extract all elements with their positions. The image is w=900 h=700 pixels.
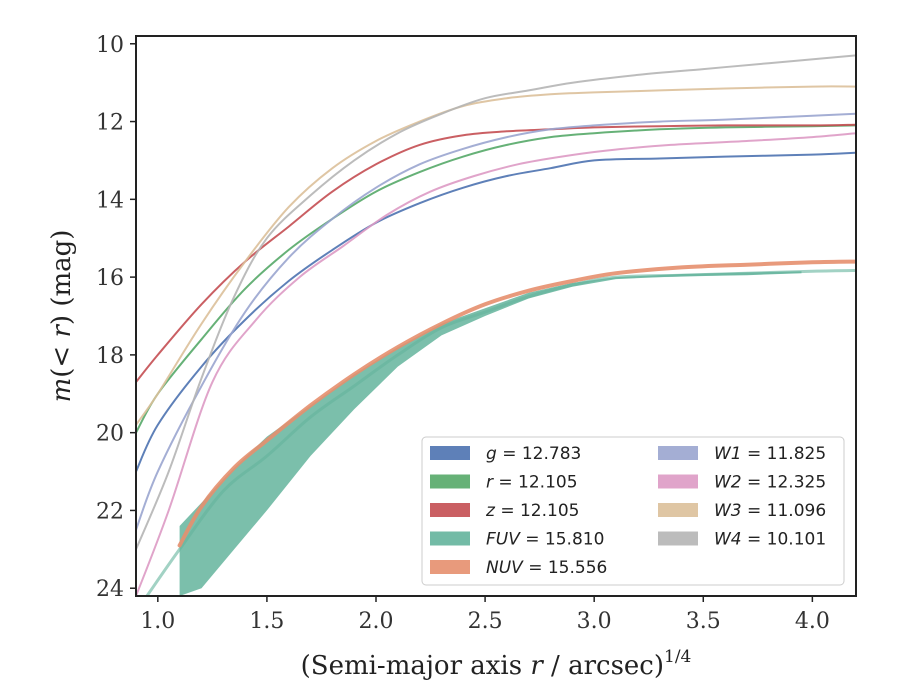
series-line-w1: [136, 112, 856, 531]
series-line-g: [136, 151, 856, 473]
legend-swatch-w4: [658, 531, 698, 546]
legend-swatch-g: [430, 446, 470, 460]
legend-swatch-w2: [658, 474, 698, 489]
legend-label-w4: W4 = 10.101: [714, 530, 826, 550]
x-tick-label: 3.0: [577, 609, 612, 634]
legend-label-w2: W2 = 12.325: [714, 473, 826, 493]
y-axis-ticks: 10 12 14 16 18 20 22 24: [96, 33, 136, 602]
y-tick-label: 22: [96, 499, 124, 524]
legend-label-g: g = 12.783: [486, 444, 581, 464]
legend-swatch-nuv: [430, 560, 470, 574]
legend-box: [421, 436, 845, 586]
legend-label-w1: W1 = 11.825: [714, 444, 826, 464]
x-axis-ticks: 1.0 1.5 2.0 2.5 3.0 3.5 4.0: [140, 596, 830, 634]
legend-label-fuv: FUV = 15.810: [486, 530, 604, 550]
x-axis-title: (Semi-major axis r / arcsec)1/4: [301, 647, 692, 681]
legend-swatch-fuv: [430, 531, 470, 546]
legend-label-z: z = 12.105: [485, 501, 579, 521]
series-line-nuv: [177, 259, 856, 548]
x-tick-label: 3.5: [686, 609, 721, 634]
legend-swatch-z: [430, 503, 470, 517]
series-line-fuv: [145, 269, 856, 596]
series-line-z: [136, 123, 856, 384]
y-tick-label: 24: [96, 577, 124, 602]
series-line-w2: [136, 132, 856, 596]
x-tick-label: 1.5: [249, 609, 284, 634]
x-tick-label: 2.0: [359, 609, 394, 634]
series-band-fuv: [179, 271, 802, 596]
legend-swatch-w3: [658, 503, 698, 517]
y-tick-label: 12: [96, 111, 124, 136]
plot-frame: [135, 35, 857, 597]
series-line-w3: [136, 85, 856, 426]
series-layer: [136, 54, 856, 596]
x-tick-label: 2.5: [468, 609, 503, 634]
x-tick-label: 1.0: [140, 609, 175, 634]
y-tick-label: 16: [96, 266, 124, 291]
y-tick-label: 14: [96, 188, 124, 213]
y-axis-title: m(< r) (mag): [47, 230, 77, 403]
x-tick-label: 4.0: [795, 609, 830, 634]
y-tick-label: 10: [96, 33, 124, 58]
series-line-r: [136, 124, 856, 434]
legend-swatch-r: [430, 474, 470, 489]
legend-swatch-w1: [658, 446, 698, 460]
legend-label-r: r = 12.105: [486, 473, 578, 493]
y-tick-label: 18: [96, 344, 124, 369]
legend: g = 12.783 r = 12.105 z = 12.105 FUV = 15.8…: [421, 436, 845, 586]
legend-label-nuv: NUV = 15.556: [486, 558, 607, 578]
y-tick-label: 20: [96, 422, 124, 447]
legend-label-w3: W3 = 11.096: [714, 501, 826, 521]
series-line-w4: [136, 54, 856, 551]
